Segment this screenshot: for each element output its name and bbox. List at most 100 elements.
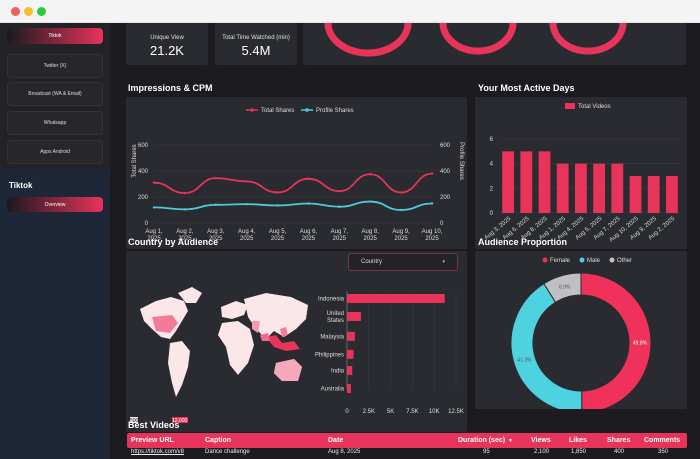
gauge-arcs (324, 23, 627, 57)
x-tick-label: 2025 (333, 236, 347, 242)
sidebar-item-overview[interactable]: Overview (7, 197, 103, 212)
country-title: Country by Audience (128, 237, 219, 247)
y-tick-label-left: 600 (138, 143, 149, 149)
bar (520, 151, 533, 213)
map-region-europe (221, 301, 248, 319)
dropdown-label: Country (361, 259, 383, 265)
legend-label: Profile Shares (316, 108, 354, 114)
sidebar-item-twitter[interactable]: Twitter (X) (7, 54, 103, 78)
category-label: States (327, 318, 344, 324)
x-tick-label: Aug 5, (269, 229, 287, 235)
country-dropdown[interactable]: Country ▾ (348, 253, 458, 271)
data-point (369, 200, 372, 203)
bar (647, 176, 660, 213)
data-point (399, 208, 403, 212)
x-tick-label: 2025 (425, 236, 439, 242)
sidebar-item-label: Tiktok (48, 33, 62, 39)
bar (574, 163, 587, 213)
map-highlight-india (252, 321, 260, 333)
x-tick-label: 2025 (178, 236, 192, 242)
column-header-caption[interactable]: Caption (205, 437, 232, 444)
slice-percent-label: 8.9% (559, 284, 571, 290)
top-gauges-panel (303, 23, 686, 65)
data-point (430, 202, 434, 205)
x-tick-label: 7.5K (406, 409, 418, 415)
kpi-value: 21.2K (150, 43, 184, 58)
y-tick-label: 2 (490, 186, 494, 192)
x-tick-label: Aug 8, (362, 229, 380, 235)
column-header-comments[interactable]: Comments (644, 437, 681, 444)
legend-marker (250, 108, 254, 112)
data-point (276, 204, 279, 207)
bar (556, 163, 569, 213)
x-tick-label: 2025 (271, 236, 285, 242)
row-duration: 95 (483, 449, 490, 455)
close-window-icon[interactable] (11, 7, 20, 16)
column-header-date[interactable]: Date (328, 437, 344, 444)
sort-descending-icon[interactable]: ▼ (508, 438, 513, 444)
legend-marker (579, 257, 585, 263)
column-header-shares[interactable]: Shares (607, 437, 631, 444)
row-caption: Dance challenge (205, 449, 250, 455)
map-highlight-malaysia (260, 333, 270, 341)
x-tick-label: 10K (429, 409, 440, 415)
bar (665, 176, 678, 213)
legend-marker (305, 108, 309, 112)
y-tick-label: 4 (490, 162, 494, 168)
x-tick-label: 2025 (209, 236, 223, 242)
bar (347, 294, 445, 303)
bar (347, 349, 354, 359)
data-point (338, 189, 341, 193)
best-videos-title: Best Videos (128, 420, 180, 430)
row-views: 2,100 (534, 449, 550, 455)
impressions-title: Impressions & CPM (128, 83, 213, 93)
row-comments: 350 (658, 449, 669, 455)
y-tick-label-left: 400 (138, 169, 149, 175)
donut-slice-male (510, 282, 583, 414)
sidebar-item-whatsapp[interactable]: Whatsapp (7, 111, 103, 135)
donut-slice-other (543, 272, 582, 304)
column-header-views[interactable]: Views (531, 437, 551, 444)
gauge-arc (324, 23, 412, 57)
legend-label: Female (550, 258, 571, 264)
bar (347, 366, 353, 375)
kpi-card-time-watched: Total Time Watched (min) 5.4M (215, 23, 297, 65)
map-region-asia (244, 293, 308, 339)
slice-percent-label: 41.3% (517, 358, 532, 364)
column-header-duration[interactable]: Duration (sec) (458, 437, 506, 444)
legend-label: Total Shares (261, 108, 294, 114)
sidebar-item-tiktok[interactable]: Tiktok (7, 28, 103, 44)
category-label: Australia (321, 387, 345, 393)
data-point (307, 202, 310, 205)
preview-url-link[interactable]: https://tiktok.com/v8 (131, 449, 185, 455)
minimize-window-icon[interactable] (24, 7, 33, 16)
kpi-label: Unique View (150, 35, 184, 41)
data-point (152, 206, 156, 209)
column-header-likes[interactable]: Likes (569, 437, 587, 444)
x-tick-label: Aug 10, (422, 229, 443, 235)
map-region-greenland (178, 287, 202, 303)
x-tick-label: 0 (345, 409, 349, 415)
x-tick-label: Aug 7, (331, 229, 349, 235)
data-point (214, 203, 217, 206)
active-days-card: Total Videos Aug 3, 2025 Aug 6, 2025 Aug 8… (475, 97, 687, 249)
column-header-preview-url[interactable]: Preview URL (131, 437, 174, 444)
map-highlight-united-states (152, 315, 178, 333)
map-legend-low: 500 (130, 418, 139, 424)
sidebar-item-apps-android[interactable]: Apps Android (7, 140, 103, 164)
x-tick-label: Aug 1, (145, 229, 163, 235)
x-tick-label: Aug 9, (392, 229, 410, 235)
data-point (338, 205, 341, 208)
data-point (152, 181, 156, 184)
maximize-window-icon[interactable] (37, 7, 46, 16)
gauge-arc (549, 23, 627, 55)
line-series-profile-shares (153, 200, 433, 211)
y-axis-label-left: Total Shares (132, 144, 138, 177)
map-legend-high-swatch (172, 417, 188, 423)
audience-donut-chart: Female Male Other 49.8% 41.3% 8.9% (510, 257, 652, 414)
sidebar-item-broadcast[interactable]: Broadcast (WA & Email) (7, 82, 103, 106)
x-tick-label: Aug 4, (238, 229, 256, 235)
impressions-chart: Total Shares Profile Shares Aug 1,2025Aug… (132, 108, 464, 242)
map-region-south-america (168, 341, 190, 397)
